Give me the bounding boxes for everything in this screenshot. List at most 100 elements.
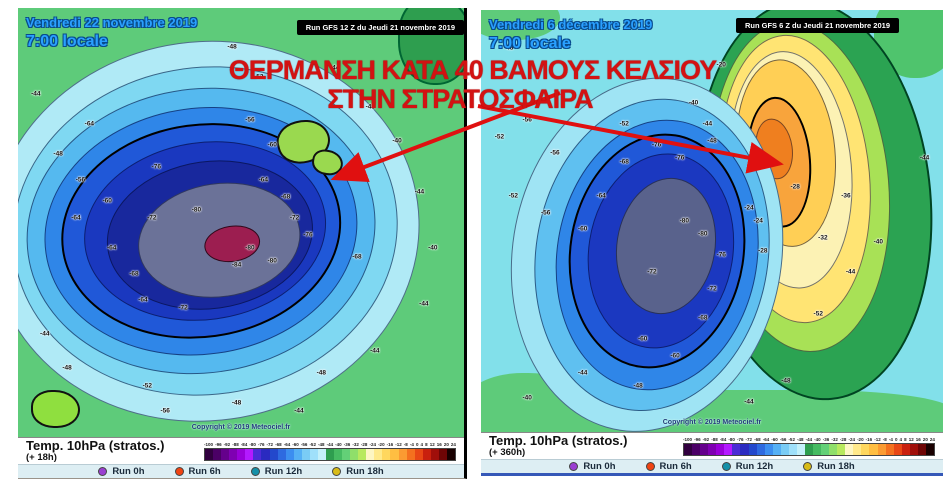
contour-label: -56 xyxy=(160,407,170,415)
scale-cell xyxy=(837,443,846,455)
scale-tick: -8 xyxy=(882,436,887,442)
info-bar: Temp. 10hPa (stratos.) (+ 18h) -100 -96 -9… xyxy=(18,437,464,464)
contour-labels-layer: -48 -52 -56 -56 -52 -56 -60 -64 -68 -76 -76 -80 -80 -… xyxy=(481,10,943,432)
scale-cell xyxy=(390,448,399,460)
scale-tick: -56 xyxy=(300,441,308,447)
contour-label: -80 xyxy=(679,217,689,225)
contour-label: -44 xyxy=(919,154,930,162)
scale-tick: -32 xyxy=(831,436,838,442)
scale-cell xyxy=(430,448,439,460)
contour-label: -52 xyxy=(494,133,505,141)
scale-tick: 0 xyxy=(894,436,898,442)
scale-cell xyxy=(261,448,270,460)
scale-cell xyxy=(366,448,375,460)
contour-label: -80 xyxy=(191,206,202,214)
scale-tick: -80 xyxy=(728,436,735,442)
contour-label: -68 xyxy=(129,270,139,278)
scale-tick: 24 xyxy=(450,441,456,447)
scale-tick: 16 xyxy=(436,441,442,447)
copyright-watermark: Copyright © 2019 Meteociel.fr xyxy=(662,419,762,426)
contour-label: -64 xyxy=(71,214,81,222)
scale-cell xyxy=(764,443,773,455)
scale-tick: -76 xyxy=(257,441,265,447)
scale-tick: -24 xyxy=(369,441,376,447)
contour-label: -56 xyxy=(245,116,255,124)
scale-cell xyxy=(245,448,254,460)
scale-tick: 12 xyxy=(908,436,914,442)
scale-tick: -84 xyxy=(719,436,727,442)
scale-cell xyxy=(398,448,407,460)
contour-label: -32 xyxy=(818,234,828,242)
scale-tick: 24 xyxy=(929,436,935,442)
scale-cell xyxy=(732,443,741,455)
scale-cell xyxy=(446,448,455,460)
run-dot-icon xyxy=(174,467,184,476)
date-line: Vendredi 6 décembre 2019 xyxy=(489,17,653,32)
legend-run-item: Run 12h xyxy=(721,461,773,472)
scale-tick: -4 xyxy=(409,441,414,447)
scale-tick: -12 xyxy=(395,441,402,447)
scale-tick: -8 xyxy=(403,441,408,447)
scale-cell xyxy=(205,448,214,460)
scale-tick: -72 xyxy=(266,441,274,447)
run-legend: Run 0h Run 6h Run 12h Run 18h xyxy=(481,459,943,473)
scale-cell xyxy=(796,443,805,455)
product-title-block: Temp. 10hPa (stratos.) (+ 18h) xyxy=(18,439,164,463)
scale-tick: -68 xyxy=(754,436,761,442)
scale-cell xyxy=(692,443,701,455)
scale-tick: -48 xyxy=(318,441,325,447)
contour-label: -64 xyxy=(596,192,606,200)
run-label-box: Run GFS 12 Z du Jeudi 21 novembre 2019 xyxy=(296,20,464,35)
scale-tick: -52 xyxy=(788,436,795,442)
scale-tick: -24 xyxy=(848,436,855,442)
legend-run-item: Run 0h xyxy=(569,461,616,472)
legend-run-label: Run 18h xyxy=(346,466,384,477)
product-title: Temp. 10hPa (stratos.) xyxy=(26,438,165,454)
scale-tick: -36 xyxy=(343,441,351,447)
scale-cell xyxy=(221,448,230,460)
contour-label: -40 xyxy=(392,137,402,145)
scale-tick: -60 xyxy=(771,436,778,442)
scale-tick: 8 xyxy=(904,436,907,442)
scale-cell xyxy=(317,448,326,460)
scale-cell xyxy=(309,448,318,460)
scale-cell xyxy=(804,443,813,455)
legend-run-item: Run 18h xyxy=(803,461,855,472)
map-date-header: Vendredi 6 décembre 2019 7:00 locale xyxy=(489,17,653,52)
color-scale: -100 -96 -92 -88 -84 -80 -76 -72 -68 -64 -60 -56 -52… xyxy=(204,442,456,461)
scale-tick: -88 xyxy=(232,441,239,447)
scale-tick: -40 xyxy=(335,441,342,447)
color-scale: -100 -96 -92 -88 -84 -80 -76 -72 -68 -64 -60 -56 -52… xyxy=(683,437,935,456)
scale-tick: -60 xyxy=(292,441,299,447)
scale-tick: -48 xyxy=(797,436,804,442)
contour-label: -56 xyxy=(540,209,551,217)
time-line: 7:00 locale xyxy=(26,32,108,50)
scale-cell xyxy=(845,443,854,455)
contour-label: -60 xyxy=(577,225,588,233)
contour-label: -44 xyxy=(329,64,340,72)
contour-label: -64 xyxy=(258,176,268,184)
scale-tick: -72 xyxy=(745,436,753,442)
legend-run-item: Run 0h xyxy=(98,466,145,477)
scale-cell xyxy=(901,443,910,455)
scale-tick: -76 xyxy=(736,436,744,442)
info-bar: Temp. 10hPa (stratos.) (+ 360h) -100 -96-… xyxy=(481,432,943,459)
scale-tick: -52 xyxy=(309,441,316,447)
scale-cell xyxy=(772,443,781,455)
legend-run-label: Run 18h xyxy=(817,461,855,472)
contour-label: -48 xyxy=(227,43,237,51)
contour-label: -52 xyxy=(254,73,264,81)
contour-label: -44 xyxy=(370,347,380,355)
contour-label: -56 xyxy=(550,149,560,157)
contour-label: -64 xyxy=(106,244,117,252)
run-legend: Run 0h Run 6h Run 12h Run 18h xyxy=(18,464,464,478)
scale-cell xyxy=(708,443,717,455)
contour-label: -36 xyxy=(841,192,851,200)
contour-label: -72 xyxy=(289,214,300,222)
scale-cell xyxy=(325,448,334,460)
legend-run-label: Run 6h xyxy=(188,466,221,477)
contour-label: -44 xyxy=(294,407,304,415)
contour-label: -80 xyxy=(267,257,277,265)
map-panel-right: Vendredi 6 décembre 2019 7:00 locale Run… xyxy=(481,10,943,476)
scale-cell xyxy=(788,443,797,455)
